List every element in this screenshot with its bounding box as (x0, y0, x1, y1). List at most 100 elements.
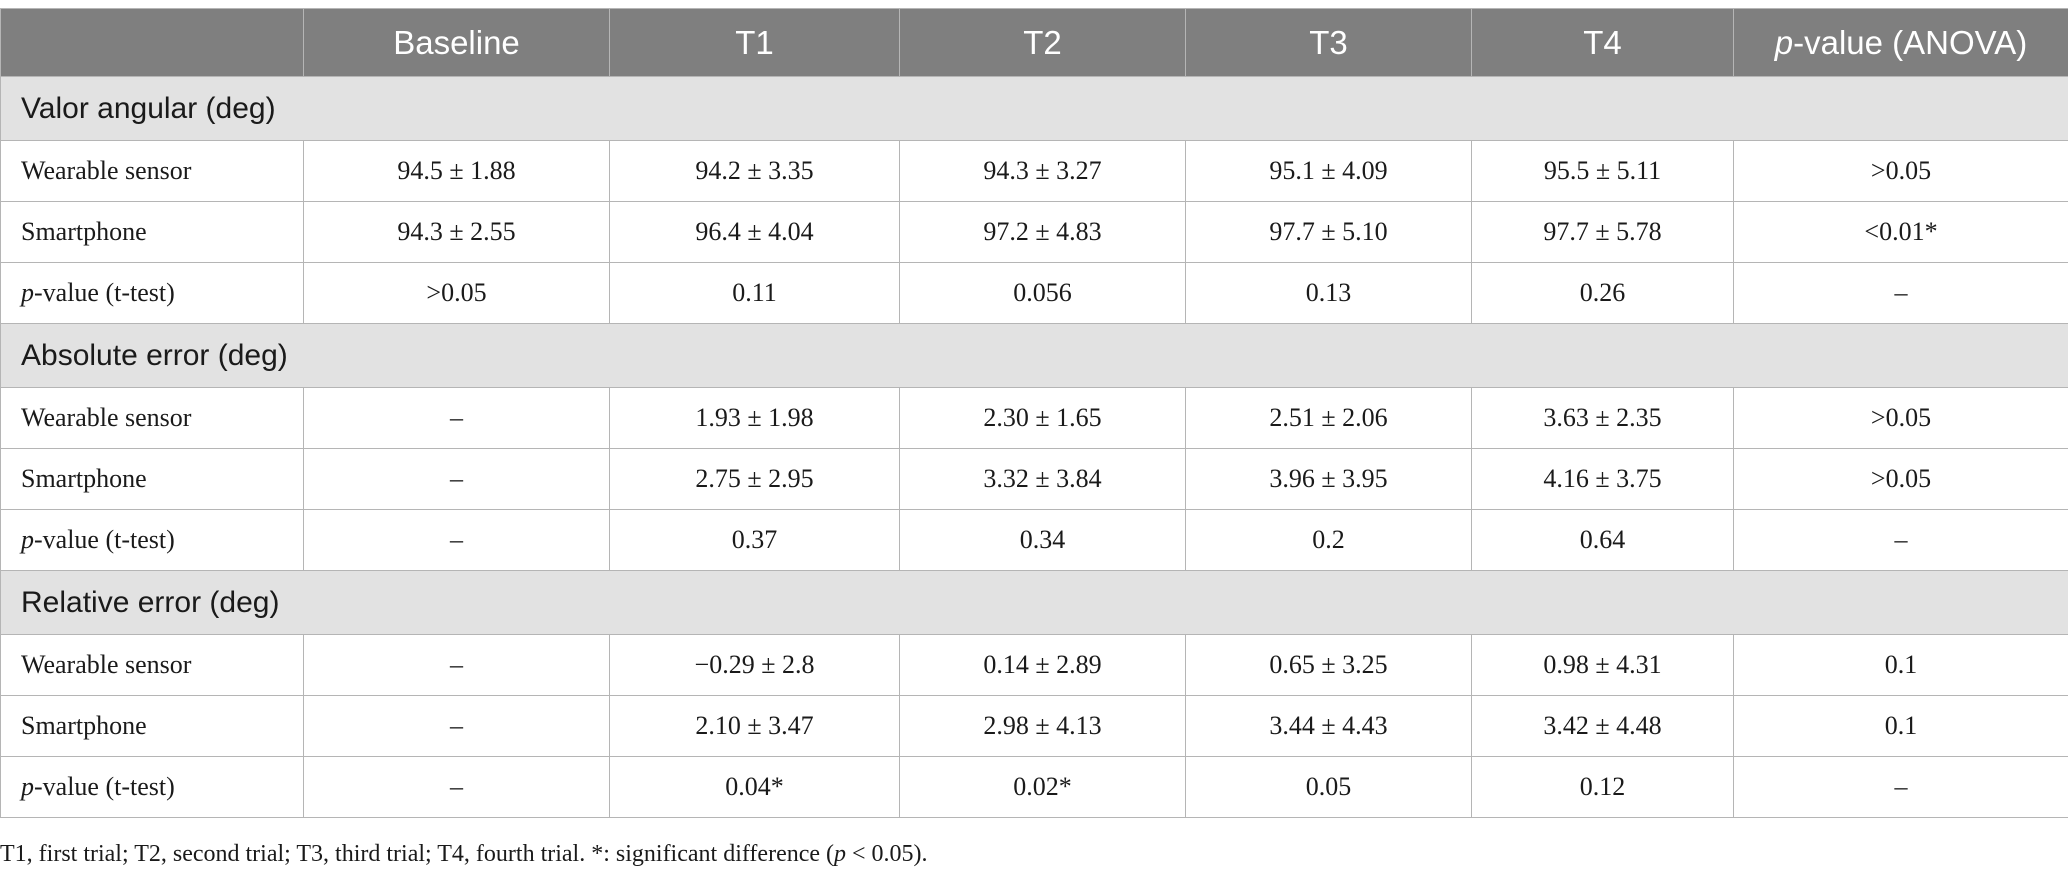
table-row: Wearable sensor 94.5 ± 1.88 94.2 ± 3.35 … (0, 140, 2068, 202)
cell-t2: 0.02* (899, 756, 1186, 818)
table-row: Smartphone – 2.75 ± 2.95 3.32 ± 3.84 3.9… (0, 448, 2068, 510)
section-row-relative-error: Relative error (deg) (0, 570, 2068, 635)
cell-t2: 97.2 ± 4.83 (899, 201, 1186, 263)
cell-baseline: >0.05 (303, 262, 610, 324)
footnote-text-end: < 0.05). (846, 841, 928, 867)
row-label: Smartphone (0, 695, 304, 757)
cell-pvalue: 0.1 (1733, 695, 2068, 757)
cell-t1: 2.75 ± 2.95 (609, 448, 900, 510)
cell-t4: 97.7 ± 5.78 (1471, 201, 1734, 263)
cell-t4: 95.5 ± 5.11 (1471, 140, 1734, 202)
cell-t1: 0.04* (609, 756, 900, 818)
row-label-text: -value (t-test) (34, 772, 175, 801)
cell-t3: 0.65 ± 3.25 (1185, 634, 1472, 696)
cell-t4: 0.64 (1471, 509, 1734, 571)
cell-t1: 94.2 ± 3.35 (609, 140, 900, 202)
footnote-p-italic: p (834, 841, 847, 867)
cell-t3: 3.44 ± 4.43 (1185, 695, 1472, 757)
cell-t4: 0.12 (1471, 756, 1734, 818)
cell-baseline: – (303, 448, 610, 510)
row-label: Smartphone (0, 201, 304, 263)
cell-t1: −0.29 ± 2.8 (609, 634, 900, 696)
table-row: Smartphone 94.3 ± 2.55 96.4 ± 4.04 97.2 … (0, 201, 2068, 263)
table-row: Wearable sensor – −0.29 ± 2.8 0.14 ± 2.8… (0, 634, 2068, 696)
cell-t3: 0.2 (1185, 509, 1472, 571)
cell-t4: 4.16 ± 3.75 (1471, 448, 1734, 510)
cell-t1: 1.93 ± 1.98 (609, 387, 900, 449)
cell-baseline: 94.3 ± 2.55 (303, 201, 610, 263)
cell-t1: 96.4 ± 4.04 (609, 201, 900, 263)
row-label-p-italic: p (21, 525, 34, 554)
cell-t1: 2.10 ± 3.47 (609, 695, 900, 757)
row-label: Wearable sensor (0, 387, 304, 449)
table-row: p-value (t-test) – 0.37 0.34 0.2 0.64 – (0, 509, 2068, 571)
header-t3: T3 (1185, 8, 1472, 77)
header-baseline: Baseline (303, 8, 610, 77)
header-row: Baseline T1 T2 T3 T4 p-value (ANOVA) (0, 8, 2068, 77)
header-t1: T1 (609, 8, 900, 77)
cell-pvalue: – (1733, 756, 2068, 818)
row-label: p-value (t-test) (0, 262, 304, 324)
header-t4: T4 (1471, 8, 1734, 77)
cell-t3: 0.05 (1185, 756, 1472, 818)
row-label: p-value (t-test) (0, 756, 304, 818)
header-pvalue-text: -value (ANOVA) (1793, 23, 2028, 61)
table-row: p-value (t-test) – 0.04* 0.02* 0.05 0.12… (0, 756, 2068, 818)
row-label: Wearable sensor (0, 140, 304, 202)
cell-t2: 0.056 (899, 262, 1186, 324)
cell-t2: 0.14 ± 2.89 (899, 634, 1186, 696)
cell-t4: 3.63 ± 2.35 (1471, 387, 1734, 449)
header-empty (0, 8, 304, 77)
cell-t3: 95.1 ± 4.09 (1185, 140, 1472, 202)
row-label: p-value (t-test) (0, 509, 304, 571)
section-row-absolute-error: Absolute error (deg) (0, 323, 2068, 388)
table-container: Baseline T1 T2 T3 T4 p-value (ANOVA) Val… (0, 8, 2068, 818)
cell-t1: 0.37 (609, 509, 900, 571)
results-table: Baseline T1 T2 T3 T4 p-value (ANOVA) Val… (0, 8, 2068, 818)
header-pvalue-anova: p-value (ANOVA) (1733, 8, 2068, 77)
cell-baseline: – (303, 387, 610, 449)
row-label: Wearable sensor (0, 634, 304, 696)
table-footnote: T1, first trial; T2, second trial; T3, t… (0, 841, 928, 868)
row-label-text: -value (t-test) (34, 525, 175, 554)
cell-t2: 2.30 ± 1.65 (899, 387, 1186, 449)
cell-pvalue: >0.05 (1733, 387, 2068, 449)
cell-t3: 0.13 (1185, 262, 1472, 324)
cell-t1: 0.11 (609, 262, 900, 324)
cell-pvalue: – (1733, 262, 2068, 324)
cell-pvalue: >0.05 (1733, 448, 2068, 510)
row-label-p-italic: p (21, 772, 34, 801)
row-label: Smartphone (0, 448, 304, 510)
cell-baseline: – (303, 634, 610, 696)
cell-t2: 3.32 ± 3.84 (899, 448, 1186, 510)
cell-pvalue: 0.1 (1733, 634, 2068, 696)
section-title: Relative error (deg) (0, 570, 2068, 635)
header-p-italic: p (1774, 23, 1794, 61)
cell-pvalue: <0.01* (1733, 201, 2068, 263)
cell-baseline: – (303, 695, 610, 757)
cell-t2: 0.34 (899, 509, 1186, 571)
cell-baseline: 94.5 ± 1.88 (303, 140, 610, 202)
cell-t4: 3.42 ± 4.48 (1471, 695, 1734, 757)
footnote-text: T1, first trial; T2, second trial; T3, t… (0, 841, 835, 867)
header-t2: T2 (899, 8, 1186, 77)
cell-baseline: – (303, 756, 610, 818)
cell-t3: 3.96 ± 3.95 (1185, 448, 1472, 510)
cell-t3: 97.7 ± 5.10 (1185, 201, 1472, 263)
table-row: p-value (t-test) >0.05 0.11 0.056 0.13 0… (0, 262, 2068, 324)
cell-t2: 2.98 ± 4.13 (899, 695, 1186, 757)
cell-t4: 0.98 ± 4.31 (1471, 634, 1734, 696)
cell-t2: 94.3 ± 3.27 (899, 140, 1186, 202)
cell-pvalue: >0.05 (1733, 140, 2068, 202)
section-title: Valor angular (deg) (0, 76, 2068, 141)
row-label-p-italic: p (21, 278, 34, 307)
section-row-valor-angular: Valor angular (deg) (0, 76, 2068, 141)
cell-t4: 0.26 (1471, 262, 1734, 324)
section-title: Absolute error (deg) (0, 323, 2068, 388)
table-row: Smartphone – 2.10 ± 3.47 2.98 ± 4.13 3.4… (0, 695, 2068, 757)
table-row: Wearable sensor – 1.93 ± 1.98 2.30 ± 1.6… (0, 387, 2068, 449)
cell-baseline: – (303, 509, 610, 571)
cell-pvalue: – (1733, 509, 2068, 571)
row-label-text: -value (t-test) (34, 278, 175, 307)
cell-t3: 2.51 ± 2.06 (1185, 387, 1472, 449)
